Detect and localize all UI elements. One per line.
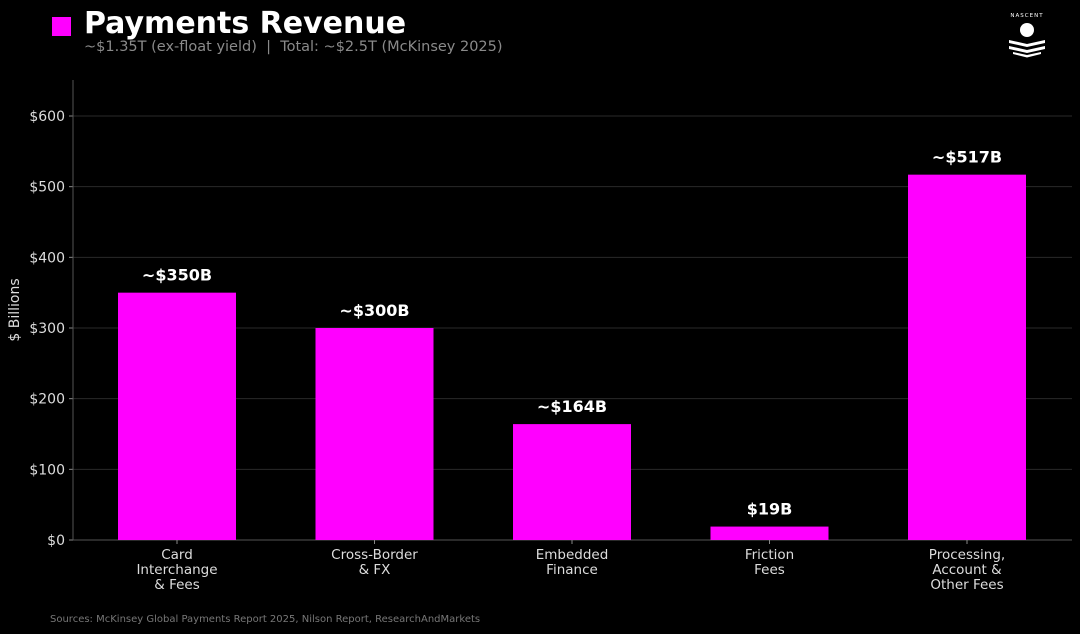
x-tick-label: Embedded Finance	[536, 547, 609, 578]
data-label: ~$517B	[932, 148, 1002, 167]
y-tick-label: $600	[29, 109, 65, 125]
chart-subtitle: ~$1.35T (ex-float yield) | Total: ~$2.5T…	[84, 39, 503, 55]
y-tick-label: $400	[29, 250, 65, 266]
sources-note: Sources: McKinsey Global Payments Report…	[50, 614, 481, 625]
bar	[908, 174, 1026, 541]
y-tick-label: $200	[29, 392, 65, 408]
bar	[513, 424, 631, 540]
bar	[118, 292, 236, 540]
x-tick-label: Friction Fees	[745, 547, 794, 578]
y-tick-label: $500	[29, 180, 65, 196]
y-tick-label: $300	[29, 321, 65, 337]
data-label: $19B	[747, 500, 793, 519]
x-tick-label: Card Interchange & Fees	[136, 547, 217, 593]
data-label: ~$350B	[142, 266, 212, 285]
y-tick-label: $100	[29, 462, 65, 478]
data-label: ~$300B	[339, 301, 409, 320]
y-tick-label: $0	[47, 533, 65, 549]
legend-swatch	[52, 17, 71, 36]
chart-title: Payments Revenue	[84, 6, 407, 41]
bar	[710, 526, 829, 540]
x-tick-label: Cross-Border & FX	[331, 547, 418, 578]
bar	[315, 328, 434, 540]
x-tick-label: Processing, Account & Other Fees	[929, 547, 1005, 593]
svg-text:NASCENT: NASCENT	[1010, 13, 1043, 19]
data-label: ~$164B	[537, 397, 607, 416]
nascent-logo: NASCENT	[1004, 10, 1050, 60]
y-axis-label: $ Billions	[7, 278, 23, 341]
